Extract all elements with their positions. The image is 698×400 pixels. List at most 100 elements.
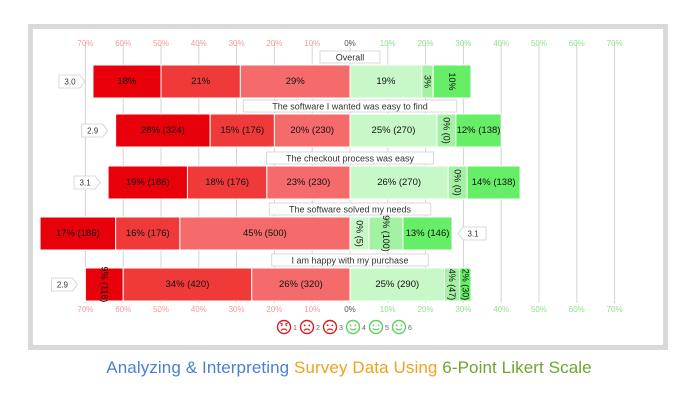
caption: Analyzing & Interpreting Survey Data Usi… [0,358,698,378]
bottom-tick-label: 60% [115,305,131,314]
question-label: I am happy with my purchase [291,256,408,266]
top-tick-label: 20% [418,39,434,48]
bar-segment-level-6 [402,216,453,251]
data-label: 9% (100) [381,215,391,252]
bottom-tick-label: 40% [191,305,207,314]
question-box [319,50,381,64]
top-tick-label: 30% [229,39,245,48]
data-label: 18% [117,76,137,87]
data-label: 25% (270) [372,125,416,136]
data-label: 3% [422,75,432,88]
bottom-tick-label: 50% [531,305,547,314]
face-eye [395,324,398,327]
data-label: 13% (146) [406,228,450,239]
face-mouth [303,328,311,331]
data-label: 16% (176) [126,228,170,239]
face-brow [284,322,288,325]
likert-row: 17% (186) 16% (176) 45% (500) 0% (5) 9% (100… [39,202,487,252]
bar-segment-level-5 [368,216,404,251]
bar-segment-level-4 [349,64,423,99]
caption-part-2: Survey Data Using [294,358,438,377]
slightly-sad-face-icon: 3 [322,319,343,335]
bottom-tick-label: 50% [153,305,169,314]
face-mouth [372,327,380,331]
score-label: 2.9 [57,281,69,290]
caption-part-3: 6-Point Likert Scale [442,358,592,377]
data-label: 26% (320) [279,279,323,290]
data-label: 19% [376,76,396,87]
data-label: 18% (176) [205,177,249,188]
bottom-tick-label: 30% [455,305,471,314]
data-label: 23% (230) [286,177,330,188]
face-eye [280,324,283,327]
face-eye [372,324,375,327]
face-eye [326,324,329,327]
top-tick-label: 40% [191,39,207,48]
bottom-tick-label: 10% [304,305,320,314]
legend-label: 3 [339,325,343,332]
face-mouth [395,327,403,331]
very-sad-face-icon: 1 [276,319,297,335]
data-label: 15% (176) [220,125,264,136]
bar-segment-level-6 [432,64,472,99]
data-label: 0% (5) [354,220,364,247]
top-tick-label: 20% [266,39,282,48]
bottom-tick-label: 70% [77,305,93,314]
bar-segment-level-2 [122,267,253,302]
face-eye [285,324,288,327]
top-tick-label: 10% [304,39,320,48]
likert-row: 19% (186) 18% (176) 23% (230) 26% (270) 0% (… [73,151,521,200]
face-mouth [280,328,288,331]
data-label: 17% (186) [56,228,100,239]
data-label: 0% (0) [441,117,451,144]
data-label: 26% (270) [377,177,421,188]
top-tick-label: 50% [153,39,169,48]
bar-segment-level-3 [179,216,351,251]
face-eye [331,324,334,327]
bar-segment-level-6 [455,113,502,148]
bottom-tick-label: 0% [344,305,356,314]
bottom-tick-label: 60% [569,305,585,314]
bar-segment-level-1 [107,165,188,200]
bar-segment-level-1 [92,64,162,99]
face-outline [345,319,361,335]
face-outline [368,319,384,335]
top-tick-label: 0% [344,39,356,48]
bar-segment-level-4 [349,165,449,200]
bar-segment-level-6 [466,165,521,200]
face-eye [354,324,357,327]
slightly-happy-face-icon: 4 [345,319,366,335]
score-badge [81,123,109,138]
bottom-tick-label: 20% [418,305,434,314]
bar-segment-level-2 [115,216,181,251]
face-outline [299,319,315,335]
chart-frame: 70% 70% 60% 60% 50% 50% 40% 40% 30% 30% 20% 20% 10% 1… [28,24,668,350]
likert-row: 9% (116) 34% (420) 26% (320) 25% (290) 4% (4… [50,253,472,302]
score-label: 3.0 [64,78,76,87]
question-box [242,99,458,113]
face-mouth [349,327,357,331]
bottom-tick-label: 40% [493,305,509,314]
score-badge [58,74,86,89]
legend-label: 6 [408,325,412,332]
legend-label: 5 [385,325,389,332]
question-box [271,253,429,267]
face-outline [391,319,407,335]
data-label: 19% (186) [126,177,170,188]
face-eye [308,324,311,327]
happy-face-icon: 5 [368,319,389,335]
face-eye [349,324,352,327]
data-label: 2% (30) [460,269,470,301]
data-label: 12% (138) [457,125,501,136]
caption-part-1: Analyzing & Interpreting [106,358,290,377]
score-badge [50,277,78,292]
question-label: The checkout process was easy [286,154,415,164]
legend-label: 4 [362,325,366,332]
face-mouth [326,328,334,331]
top-tick-label: 10% [380,39,396,48]
question-label: Overall [336,53,365,63]
score-label: 2.9 [87,127,99,136]
bar-segment-level-1 [39,216,117,251]
data-label: 10% [447,72,457,90]
question-box [266,151,434,165]
